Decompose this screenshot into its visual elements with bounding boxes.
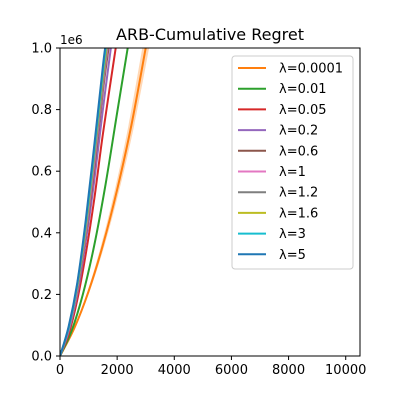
series-lines: [60, 48, 147, 356]
series-line-1: [60, 48, 129, 356]
y-offset-label: 1e6: [60, 33, 83, 47]
legend-label: λ=0.0001: [279, 62, 343, 77]
legend-label: λ=1.2: [279, 186, 318, 201]
series-line-9: [60, 48, 107, 356]
legend-label: λ=0.2: [279, 124, 318, 139]
legend-label: λ=3: [279, 227, 306, 242]
series-line-0: [60, 48, 147, 356]
chart-title: ARB-Cumulative Regret: [116, 25, 304, 44]
y-axis-ticks: 0.0 0.2 0.4 0.6 0.8 1.0: [31, 42, 60, 365]
y-tick-label: 0.4: [31, 226, 52, 241]
legend-label: λ=5: [279, 248, 306, 263]
legend-label: λ=1.6: [279, 206, 318, 221]
x-tick-label: 2000: [101, 363, 134, 378]
y-tick-label: 0.0: [31, 350, 52, 365]
legend-label: λ=0.6: [279, 144, 318, 159]
legend-label: λ=0.01: [279, 82, 327, 97]
legend-label: λ=0.05: [279, 103, 327, 118]
plot-frame: [59, 47, 361, 357]
y-tick-label: 0.2: [31, 288, 52, 303]
x-axis-ticks: 0 2000 4000 6000 8000 10000: [56, 356, 366, 378]
y-tick-label: 0.6: [31, 165, 52, 180]
x-tick-label: 0: [56, 363, 64, 378]
y-tick-label: 1.0: [31, 42, 52, 57]
x-tick-label: 6000: [215, 363, 248, 378]
x-tick-label: 8000: [272, 363, 305, 378]
x-tick-label: 4000: [158, 363, 191, 378]
legend: λ=0.0001 λ=0.01 λ=0.05 λ=0.2 λ=0.6 λ=1 λ=1.2 λ=…: [231, 55, 354, 270]
y-tick-label: 0.8: [31, 103, 52, 118]
legend-label: λ=1: [279, 165, 306, 180]
x-tick-label: 10000: [325, 363, 366, 378]
